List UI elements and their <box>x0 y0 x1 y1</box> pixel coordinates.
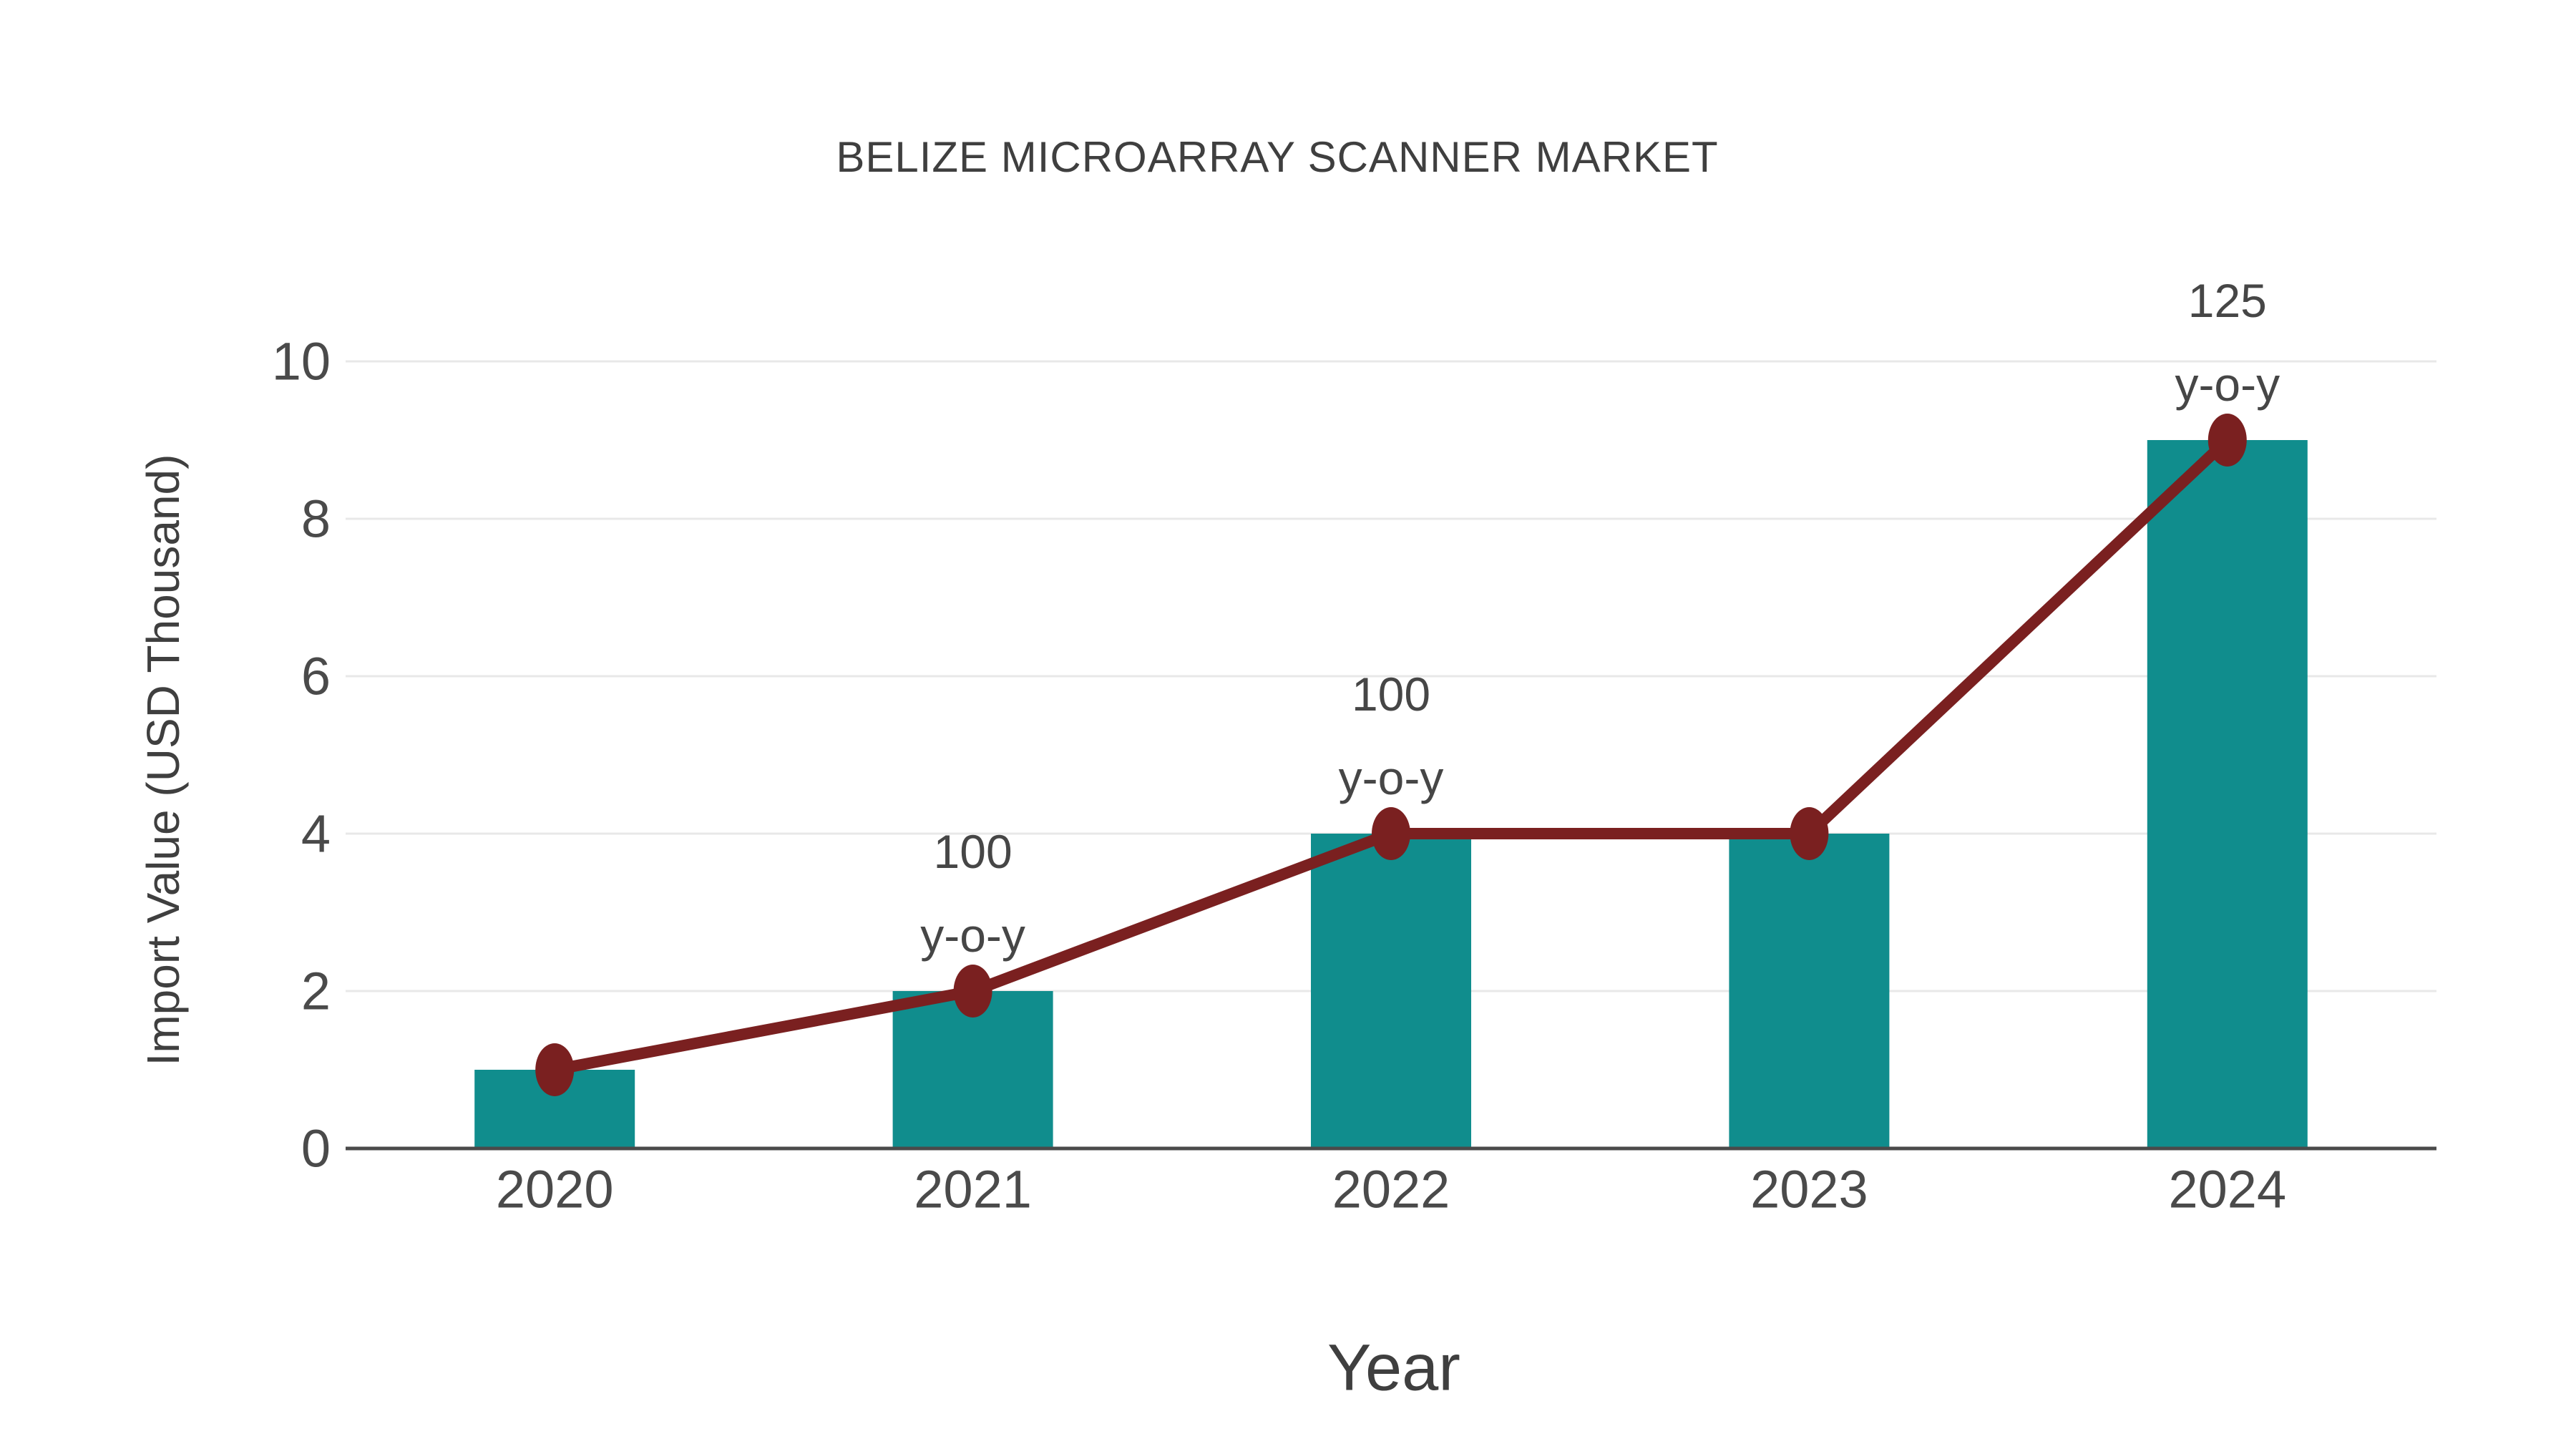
x-tick-label-2020: 2020 <box>496 1160 614 1219</box>
data-point-2023 <box>1790 807 1829 860</box>
y-tick-label: 2 <box>301 962 331 1021</box>
bar-2024 <box>2147 440 2308 1148</box>
data-point-2020 <box>535 1043 575 1096</box>
x-tick-label-2022: 2022 <box>1332 1160 1450 1219</box>
data-point-2021 <box>953 965 992 1018</box>
bar-series <box>474 440 2308 1148</box>
annotation-2022-line1: 100 <box>1352 668 1430 721</box>
chart-title: BELIZE MICROARRAY SCANNER MARKET <box>836 133 1719 181</box>
annotation-2024-line1: 125 <box>2188 274 2267 327</box>
bar-2022 <box>1311 834 1471 1148</box>
line-series <box>535 414 2247 1096</box>
annotation-2022-line2: y-o-y <box>1339 751 1444 804</box>
x-tick-label-2024: 2024 <box>2168 1160 2286 1219</box>
data-point-2022 <box>1372 807 1410 860</box>
x-axis-tick-labels: 2020 2021 2022 2023 2024 <box>496 1160 2286 1219</box>
annotations: 100 y-o-y 100 y-o-y 125 y-o-y <box>920 274 2280 962</box>
annotation-2021-line1: 100 <box>934 825 1013 878</box>
x-tick-label-2021: 2021 <box>914 1160 1032 1219</box>
annotation-2021-line2: y-o-y <box>920 909 1025 962</box>
y-tick-label: 0 <box>301 1119 331 1179</box>
y-tick-label: 6 <box>301 647 331 706</box>
y-axis-tick-labels: 0 2 4 6 8 10 <box>272 332 331 1179</box>
bar-2023 <box>1729 834 1890 1148</box>
y-tick-label: 8 <box>301 489 331 549</box>
y-tick-label: 4 <box>301 804 331 864</box>
x-tick-label-2023: 2023 <box>1750 1160 1868 1219</box>
data-point-2024 <box>2207 414 2247 467</box>
x-axis-title: Year <box>1327 1331 1460 1405</box>
annotation-2024-line2: y-o-y <box>2175 358 2280 411</box>
y-tick-label: 10 <box>272 332 331 391</box>
